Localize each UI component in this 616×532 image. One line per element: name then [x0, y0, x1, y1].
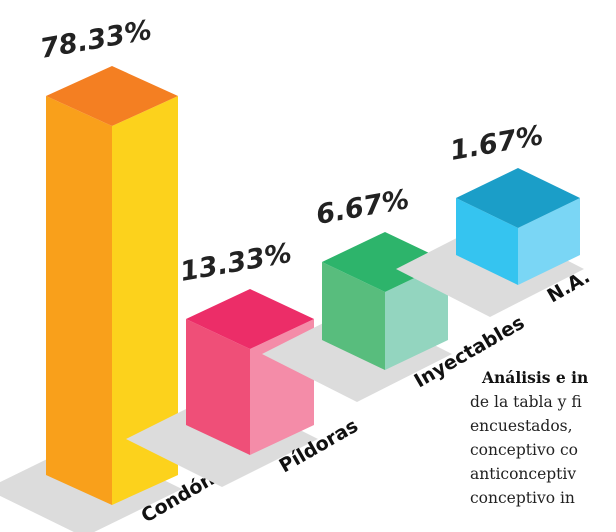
text-line: encuestados,: [470, 417, 573, 435]
text-heading: Análisis e in: [481, 368, 588, 387]
text-line: anticonceptiv: [470, 465, 576, 483]
value-label: 6.67%: [314, 184, 412, 231]
bar: [322, 231, 448, 370]
bar-left-face: [322, 261, 385, 370]
bar-top-face: [46, 66, 178, 127]
bar-left-face: [186, 319, 250, 455]
text-line: de la tabla y fi: [470, 393, 582, 411]
bar: [186, 289, 314, 455]
bar-top-face: [186, 289, 314, 350]
value-label: 13.33%: [178, 238, 294, 288]
bar-left-face: [46, 96, 112, 505]
bar-right-face: [385, 261, 448, 370]
bar-right-face: [518, 197, 580, 285]
text-line: conceptivo co: [470, 441, 578, 459]
bar-right-face: [112, 96, 178, 505]
bar: [46, 66, 178, 505]
bar-left-face: [456, 197, 518, 285]
bar: [456, 167, 580, 285]
text-line: conceptivo in: [470, 489, 575, 507]
value-label: 1.67%: [448, 120, 546, 167]
value-label: 78.33%: [38, 15, 154, 65]
bar-top-face: [456, 167, 580, 228]
